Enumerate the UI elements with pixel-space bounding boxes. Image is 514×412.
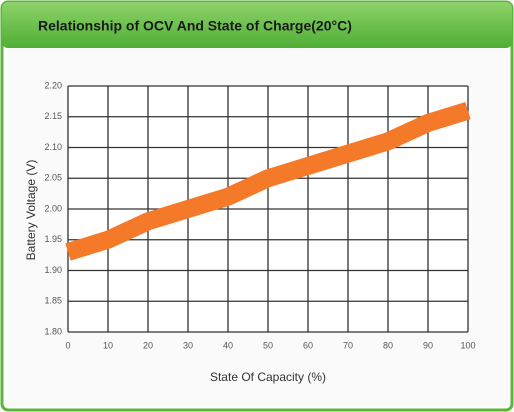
y-tick-label: 1.80 <box>44 326 62 336</box>
header <box>2 2 512 48</box>
x-tick-label: 100 <box>460 340 475 350</box>
y-tick-label: 2.10 <box>44 142 62 152</box>
x-tick-label: 40 <box>223 340 233 350</box>
x-tick-label: 30 <box>183 340 193 350</box>
y-tick-label: 2.15 <box>44 111 62 121</box>
y-axis-label: Battery Voltage (V) <box>24 160 38 261</box>
x-tick-label: 50 <box>263 340 273 350</box>
x-tick-label: 0 <box>65 340 70 350</box>
y-tick-label: 2.00 <box>44 203 62 213</box>
chart-title: Relationship of OCV And State of Charge(… <box>38 18 352 34</box>
x-axis-label: State Of Capacity (%) <box>210 370 326 384</box>
x-tick-label: 80 <box>383 340 393 350</box>
voltage-band <box>65 101 471 261</box>
y-tick-label: 2.20 <box>44 80 62 90</box>
x-tick-label: 90 <box>423 340 433 350</box>
y-tick-label: 2.05 <box>44 173 62 183</box>
y-tick-label: 1.85 <box>44 296 62 306</box>
x-tick-label: 10 <box>103 340 113 350</box>
y-tick-label: 1.90 <box>44 265 62 275</box>
x-tick-label: 20 <box>143 340 153 350</box>
x-tick-label: 70 <box>343 340 353 350</box>
x-tick-label: 60 <box>303 340 313 350</box>
y-tick-label: 1.95 <box>44 234 62 244</box>
